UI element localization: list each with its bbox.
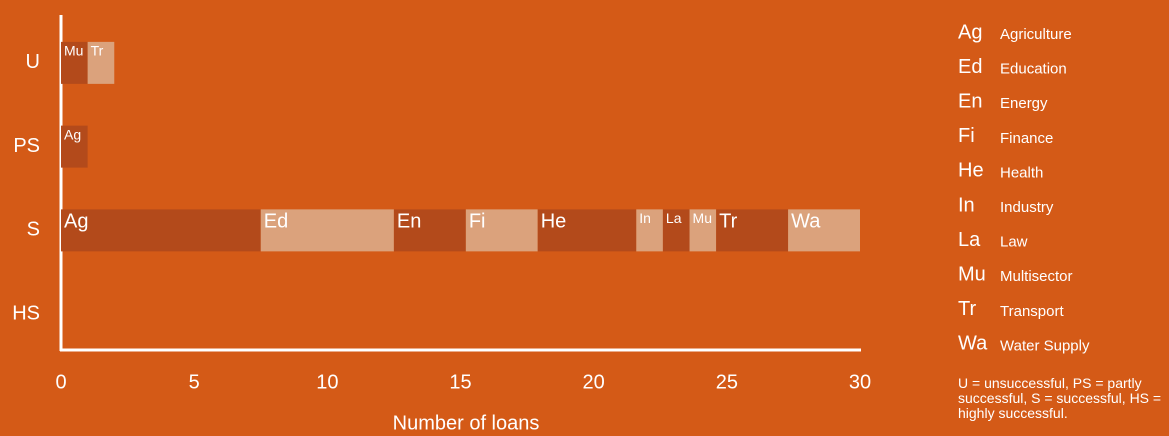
legend-label: Law — [1000, 234, 1028, 251]
bar-segment — [716, 209, 789, 252]
legend-label: Education — [1000, 61, 1067, 78]
legend-label: Finance — [1000, 130, 1053, 147]
legend-key: Mu — [958, 263, 986, 285]
segment-label: Tr — [719, 211, 737, 233]
bar-segment — [393, 209, 466, 252]
x-tick-label: 20 — [583, 371, 605, 393]
y-tick-label: S — [27, 219, 40, 241]
segment-label: Fi — [469, 211, 486, 233]
segment-label: In — [639, 210, 651, 226]
bar-segment — [465, 209, 538, 252]
segment-label: Mu — [64, 43, 83, 59]
legend-key: Tr — [958, 298, 976, 320]
x-tick-label: 10 — [316, 371, 338, 393]
x-tick-label: 30 — [849, 371, 871, 393]
legend-label: Transport — [1000, 303, 1064, 320]
bar-segment — [689, 209, 717, 252]
x-tick-label: 15 — [449, 371, 471, 393]
bar-segment — [537, 209, 637, 252]
legend-label: Health — [1000, 164, 1043, 181]
legend-label: Industry — [1000, 199, 1054, 216]
segment-label: Ed — [264, 211, 288, 233]
x-axis-title: Number of loans — [393, 412, 540, 434]
legend-key: Fi — [958, 125, 975, 147]
legend-key: Ed — [958, 56, 982, 78]
segment-label: Tr — [91, 43, 104, 59]
note: U = unsuccessful, PS = partly successful… — [958, 375, 1162, 421]
legend-label: Multisector — [1000, 268, 1073, 285]
bar-segment — [662, 209, 690, 252]
segment-label: Ag — [64, 211, 88, 233]
bar-segment — [260, 209, 394, 252]
bar-segment — [636, 209, 663, 252]
segment-label: Ag — [64, 126, 81, 142]
segment-label: Wa — [791, 211, 821, 233]
bar-segment — [61, 41, 88, 84]
x-tick-label: 25 — [716, 371, 738, 393]
segment-label: Mu — [693, 210, 712, 226]
legend-key: In — [958, 194, 975, 216]
y-tick-label: U — [26, 51, 40, 73]
y-tick-label: HS — [12, 302, 40, 324]
bar-segment — [87, 41, 115, 84]
y-tick-label: PS — [13, 135, 40, 157]
legend-label: Energy — [1000, 95, 1048, 112]
legend-key: Wa — [958, 333, 988, 355]
legend-key: He — [958, 160, 984, 182]
segment-label: La — [666, 210, 682, 226]
legend-key: La — [958, 229, 981, 251]
segment-label: He — [541, 211, 567, 233]
bar-segment — [788, 209, 860, 252]
x-tick-label: 5 — [189, 371, 200, 393]
legend-key: Ag — [958, 21, 982, 43]
legend-label: Agriculture — [1000, 26, 1072, 43]
legend-label: Water Supply — [1000, 337, 1090, 354]
legend-key: En — [958, 90, 982, 112]
segment-label: En — [397, 211, 421, 233]
bar-segment — [61, 125, 88, 168]
bar-segment — [61, 209, 261, 252]
x-tick-label: 0 — [55, 371, 66, 393]
